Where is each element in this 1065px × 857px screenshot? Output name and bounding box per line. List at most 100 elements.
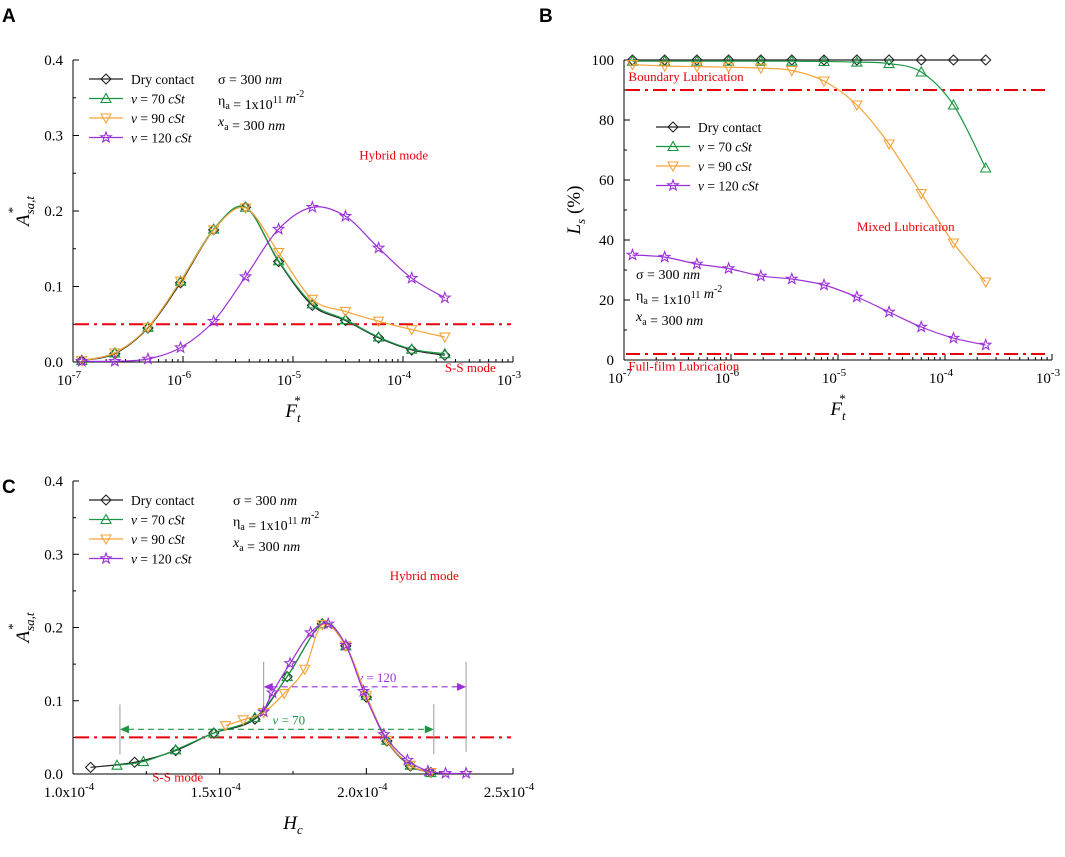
y-tick-label: 40 — [599, 233, 614, 249]
x-tick-label: 2.0x10-4 — [337, 781, 388, 801]
data-point — [690, 62, 703, 73]
data-point — [947, 98, 960, 110]
panel-c-chart: 0.0 0.1 0.2 0.3 0.4 1.0x10-4 1.5x10-4 2.0x10-4 2… — [5, 474, 535, 837]
param-text: σ = 300 nm — [218, 73, 282, 88]
data-point — [141, 351, 155, 365]
data-point — [785, 65, 798, 77]
param-text: xa = 300 nm — [217, 115, 285, 134]
series-line-1 — [90, 622, 432, 774]
x-axis-label: Hc — [282, 813, 303, 837]
data-point — [207, 726, 220, 738]
legend-label: v = 90 cSt — [131, 532, 186, 547]
data-point — [658, 61, 671, 73]
data-point — [722, 62, 735, 74]
data-point — [338, 209, 353, 223]
data-point — [108, 348, 121, 360]
legend-marker — [99, 130, 113, 144]
series-line-1 — [81, 205, 445, 362]
legend-marker — [666, 178, 680, 192]
data-point — [851, 54, 863, 66]
param-text: xa = 300 nm — [635, 310, 703, 329]
data-point — [278, 688, 291, 700]
legend-label: Dry contact — [131, 72, 195, 87]
data-point — [818, 76, 830, 88]
annotation-3: Full-film Lubrication — [628, 359, 739, 374]
y-tick-label: 0.2 — [44, 621, 63, 637]
data-point — [722, 55, 735, 66]
x-tick-label: 10-6 — [715, 367, 740, 387]
panel-b-chart: 0 20 40 60 80 100 10-7 10-6 10-5 10-4 10-3 Ft* Ls (%… — [564, 53, 1061, 423]
y-axis-label: Asa,t* — [5, 196, 37, 228]
data-point — [108, 354, 122, 368]
data-point — [306, 297, 319, 309]
data-point — [946, 330, 961, 344]
data-point — [818, 55, 830, 67]
y-tick-label: 0.3 — [44, 129, 63, 145]
legend-marker — [100, 92, 112, 104]
annotation-1: Hybrid mode — [359, 148, 428, 163]
x-tick-label: 10-7 — [608, 367, 633, 387]
legend-marker — [667, 161, 679, 173]
series-line-3 — [632, 63, 987, 283]
data-point — [850, 289, 864, 303]
data-point — [626, 59, 639, 71]
data-point — [303, 625, 318, 639]
range-label: v = 120 — [357, 670, 396, 685]
data-point — [339, 637, 353, 651]
data-point — [174, 276, 187, 288]
data-point — [237, 715, 250, 726]
data-point — [915, 188, 928, 200]
data-point — [883, 139, 895, 151]
data-point — [238, 269, 253, 283]
y-tick-label: 0.0 — [44, 767, 63, 783]
data-point — [74, 354, 89, 368]
data-point — [256, 704, 271, 718]
data-point — [438, 347, 451, 359]
y-tick-label: 80 — [599, 113, 614, 129]
param-text: ηa = 1x1011 m-2 — [233, 510, 319, 534]
panel-letter-c: C — [2, 477, 16, 498]
x-tick-label: 10-4 — [929, 367, 954, 387]
x-tick-label: 1.5x10-4 — [190, 781, 241, 801]
data-point — [979, 277, 992, 289]
legend-marker — [667, 140, 679, 152]
data-point — [754, 268, 768, 282]
data-point — [915, 54, 928, 66]
y-tick-label: 0.3 — [44, 547, 63, 563]
legend-marker — [100, 113, 112, 125]
legend-label: v = 70 cSt — [131, 513, 186, 528]
data-point — [882, 304, 896, 318]
data-point — [339, 313, 352, 325]
data-point — [305, 200, 320, 213]
legend-marker — [99, 551, 113, 565]
x-tick-label: 2.5x10-4 — [484, 781, 535, 801]
legend-label: v = 120 cSt — [131, 131, 193, 146]
data-point — [421, 763, 435, 777]
annotation-2: S-S mode — [152, 769, 203, 784]
data-point — [947, 238, 960, 250]
panel-a-chart: 0.0 0.1 0.2 0.3 0.4 10-7 10-6 10-5 10-4 10-3 Ft* As… — [5, 53, 522, 425]
y-tick-label: 0.1 — [44, 694, 63, 710]
y-axis-label: Ls (%) — [564, 186, 588, 236]
data-point — [459, 766, 473, 780]
data-point — [979, 161, 992, 173]
x-tick-label: 10-7 — [57, 369, 82, 389]
series-line-3 — [225, 623, 432, 774]
data-point — [142, 322, 154, 334]
data-point — [272, 255, 285, 268]
range-arrow-left — [263, 682, 273, 691]
data-point — [306, 299, 319, 312]
x-tick-label: 10-5 — [822, 367, 847, 387]
data-point — [169, 743, 182, 755]
data-point — [372, 316, 385, 328]
range-arrow-right — [424, 725, 434, 734]
legend-label: v = 90 cSt — [698, 159, 753, 174]
data-point — [281, 670, 293, 683]
x-axis-label: Ft* — [284, 393, 301, 425]
data-point — [690, 256, 704, 270]
data-point — [979, 54, 992, 66]
x-tick-label: 10-3 — [1036, 367, 1061, 387]
range-arrow-left — [119, 725, 129, 734]
data-point — [272, 247, 285, 259]
